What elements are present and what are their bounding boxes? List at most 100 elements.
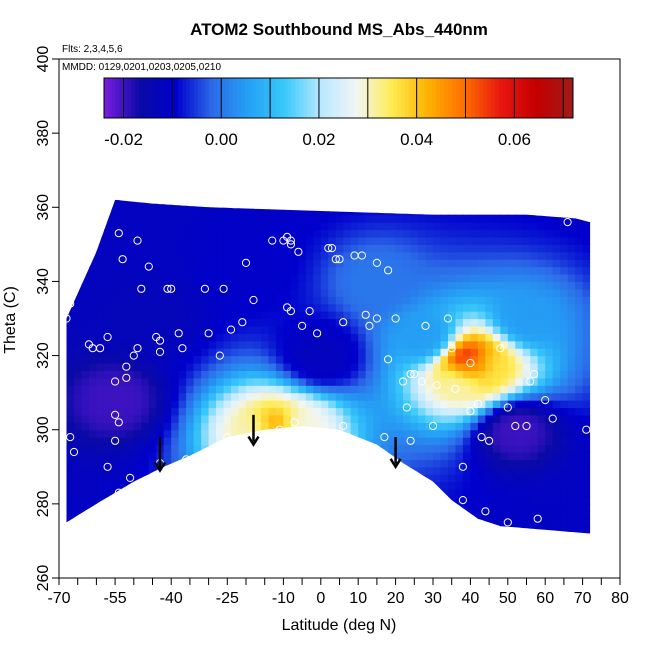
heatmap-cell	[440, 355, 449, 364]
heatmap-cell	[73, 451, 83, 460]
heatmap-cell	[320, 503, 329, 512]
heatmap-cell	[500, 222, 509, 231]
heatmap-cell	[447, 229, 457, 238]
heatmap-cell	[156, 526, 165, 534]
heatmap-cell	[433, 437, 442, 446]
heatmap-cell	[268, 489, 277, 498]
heatmap-cell	[231, 511, 240, 520]
heatmap-cell	[388, 437, 397, 446]
heatmap-cell	[545, 311, 554, 320]
heatmap-cell	[231, 199, 240, 208]
heatmap-cell	[485, 207, 494, 216]
heatmap-cell	[552, 451, 561, 460]
heatmap-cell	[156, 392, 165, 401]
heatmap-cell	[231, 392, 240, 401]
heatmap-cell	[201, 303, 210, 312]
heatmap-cell	[462, 222, 471, 231]
heatmap-cell	[313, 518, 322, 527]
heatmap-cell	[193, 207, 202, 216]
heatmap-cell	[201, 296, 210, 305]
heatmap-cell	[73, 274, 83, 283]
colorbar-segment	[522, 78, 527, 118]
colorbar-segment	[338, 78, 343, 118]
heatmap-cell	[253, 222, 262, 231]
heatmap-cell	[111, 429, 120, 438]
heatmap-cell	[522, 466, 531, 475]
colorbar-segment	[232, 78, 238, 118]
heatmap-cell	[298, 444, 307, 453]
heatmap-cell	[567, 459, 576, 468]
heatmap-cell	[403, 392, 412, 401]
heatmap-cell	[96, 459, 105, 468]
heatmap-cell	[335, 414, 344, 423]
heatmap-cell	[171, 377, 180, 386]
heatmap-cell	[350, 340, 359, 349]
heatmap-cell	[403, 214, 412, 223]
heatmap-cell	[350, 296, 359, 305]
heatmap-cell	[268, 407, 277, 416]
heatmap-cell	[111, 303, 120, 312]
heatmap-cell	[148, 489, 157, 498]
heatmap-cell	[103, 392, 112, 401]
heatmap-cell	[373, 511, 382, 520]
heatmap-cell	[365, 459, 374, 468]
heatmap-cell	[261, 534, 269, 542]
heatmap-cell	[433, 392, 442, 401]
heatmap-cell	[290, 333, 299, 342]
heatmap-cell	[537, 199, 546, 201]
heatmap-cell	[537, 422, 546, 431]
heatmap-cell	[507, 266, 516, 275]
heatmap-cell	[537, 348, 546, 357]
heatmap-cell	[388, 222, 397, 231]
heatmap-cell	[373, 199, 382, 201]
heatmap-cell	[275, 526, 284, 534]
heatmap-cell	[118, 400, 127, 409]
heatmap-cell	[425, 503, 434, 512]
heatmap-cell	[537, 400, 546, 409]
heatmap-cell	[328, 259, 337, 268]
heatmap-cell	[388, 422, 397, 431]
heatmap-cell	[275, 451, 284, 460]
heatmap-cell	[418, 340, 427, 349]
heatmap-cell	[395, 444, 404, 453]
colorbar-segment	[369, 78, 375, 118]
heatmap-cell	[171, 355, 180, 364]
heatmap-cell	[373, 451, 382, 460]
heatmap-cell	[410, 355, 419, 364]
heatmap-cell	[537, 444, 546, 453]
heatmap-cell	[81, 489, 90, 498]
heatmap-cell	[88, 222, 97, 231]
heatmap-cell	[492, 325, 501, 334]
heatmap-cell	[343, 362, 352, 371]
heatmap-cell	[81, 362, 90, 371]
heatmap-cell	[455, 437, 464, 446]
heatmap-cell	[141, 222, 150, 231]
heatmap-cell	[447, 288, 457, 297]
heatmap-cell	[470, 222, 479, 231]
heatmap-cell	[320, 355, 329, 364]
heatmap-cell	[380, 489, 389, 498]
heatmap-cell	[515, 348, 524, 357]
heatmap-cell	[575, 266, 584, 275]
heatmap-cell	[126, 489, 135, 498]
heatmap-cell	[103, 481, 112, 490]
heatmap-cell	[530, 503, 539, 512]
heatmap-cell	[567, 348, 576, 357]
heatmap-cell	[485, 474, 494, 483]
heatmap-cell	[403, 444, 412, 453]
heatmap-cell	[522, 340, 531, 349]
heatmap-cell	[537, 362, 546, 371]
heatmap-cell	[530, 518, 539, 527]
heatmap-cell	[126, 496, 135, 505]
heatmap-cell	[88, 422, 97, 431]
heatmap-cell	[320, 466, 329, 475]
heatmap-cell	[231, 259, 240, 268]
heatmap-cell	[133, 199, 142, 208]
heatmap-cell	[216, 199, 225, 208]
heatmap-cell	[283, 407, 292, 416]
heatmap-cell	[447, 207, 457, 216]
heatmap-cell	[111, 333, 120, 342]
sample-point	[200, 284, 209, 293]
heatmap-cell	[485, 199, 494, 208]
heatmap-cell	[462, 266, 471, 275]
